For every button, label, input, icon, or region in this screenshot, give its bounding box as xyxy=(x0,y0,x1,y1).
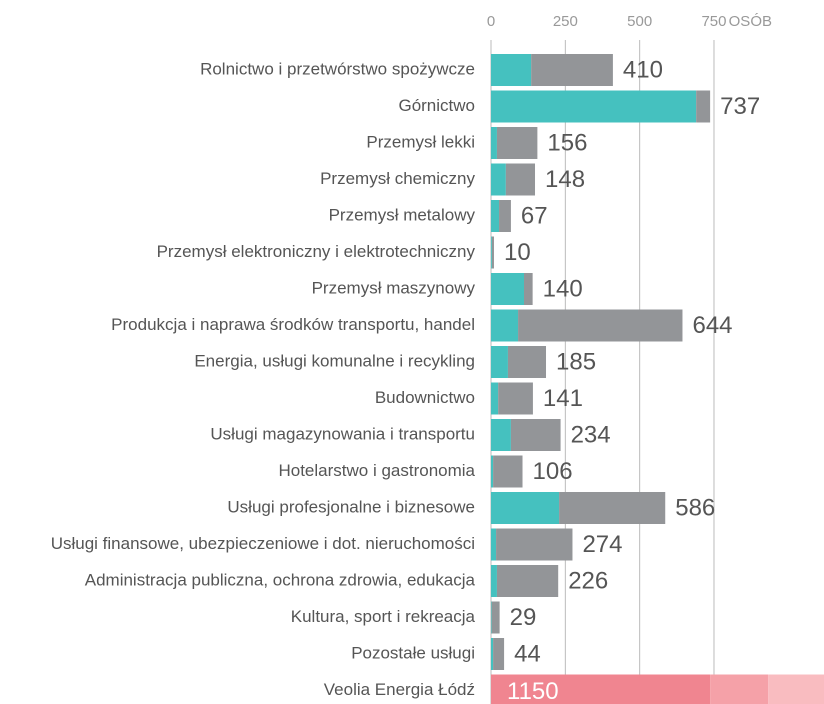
bar-segment xyxy=(491,236,492,269)
bar-segment xyxy=(491,163,506,196)
bar-segment xyxy=(491,638,494,670)
category-label: Górnictwo xyxy=(398,96,475,115)
category-label: Usługi profesjonalne i biznesowe xyxy=(227,497,475,516)
bar-segment xyxy=(710,674,769,704)
bar-segment xyxy=(491,273,525,305)
bar-segment xyxy=(491,309,519,342)
category-label: Rolnictwo i przetwórstwo spożywcze xyxy=(200,59,475,78)
value-label: 140 xyxy=(543,275,583,302)
bar-segment xyxy=(498,382,533,415)
bar-segment xyxy=(493,638,505,670)
category-label: Veolia Energia Łódź xyxy=(324,680,475,699)
bar-segment xyxy=(491,528,497,561)
value-label: 234 xyxy=(571,421,611,448)
category-label: Przemysł chemiczny xyxy=(320,169,475,188)
bar-segment xyxy=(496,127,538,159)
category-label: Przemysł metalowy xyxy=(329,205,476,224)
category-label: Przemysł maszynowy xyxy=(312,278,476,297)
value-label: 29 xyxy=(510,604,537,631)
x-tick-label: 0 xyxy=(487,13,495,30)
category-label: Administracja publiczna, ochrona zdrowia… xyxy=(85,570,476,589)
value-label: 44 xyxy=(514,640,541,667)
bar-segment xyxy=(491,601,500,634)
bar-segment xyxy=(507,346,547,378)
bar-segment xyxy=(491,565,497,597)
value-label: 141 xyxy=(543,385,583,412)
value-label: 67 xyxy=(521,202,548,229)
bar-segment xyxy=(491,236,494,269)
bar-segment xyxy=(505,163,536,196)
bar-segment xyxy=(518,309,683,342)
bar-segment xyxy=(491,674,711,704)
value-label: 226 xyxy=(568,567,608,594)
x-unit: OSÓB xyxy=(729,13,772,30)
category-label: Kultura, sport i rekreacja xyxy=(291,607,476,626)
bar-segment xyxy=(696,90,711,123)
value-label: 10 xyxy=(504,239,531,266)
category-label: Energia, usługi komunalne i recykling xyxy=(194,351,475,370)
bar-segment xyxy=(491,127,497,159)
value-label: 644 xyxy=(692,312,732,339)
x-tick-label: 750 xyxy=(701,13,726,30)
value-label: 586 xyxy=(675,494,715,521)
value-label: 1150 xyxy=(507,678,559,704)
bar-segment xyxy=(559,492,666,524)
bar-segment xyxy=(493,455,523,488)
category-label: Pozostałe usługi xyxy=(351,643,475,662)
value-label: 274 xyxy=(582,531,622,558)
bar-segment xyxy=(491,601,492,634)
bar-segment xyxy=(496,565,559,597)
bar-segment xyxy=(491,492,560,524)
value-label: 185 xyxy=(556,348,596,375)
bar-segment xyxy=(491,200,500,232)
value-label: 106 xyxy=(533,458,573,485)
bar-segment xyxy=(510,419,561,451)
bar-segment xyxy=(768,674,824,704)
bar-segment xyxy=(491,54,532,86)
x-tick-label: 250 xyxy=(553,13,578,30)
value-label: 156 xyxy=(547,129,587,156)
bar-segment xyxy=(496,528,573,561)
category-label: Budownictwo xyxy=(375,388,475,407)
bar-segment xyxy=(524,273,533,305)
bar-segment xyxy=(499,200,511,232)
bar-segment xyxy=(491,382,499,415)
category-label: Przemysł elektroniczny i elektrotechnicz… xyxy=(157,242,476,261)
bar-segment xyxy=(491,90,697,123)
bar-segment xyxy=(491,346,508,378)
bar-segment xyxy=(491,455,494,488)
category-label: Usługi finansowe, ubezpieczeniowe i dot.… xyxy=(51,534,475,553)
x-tick-label: 500 xyxy=(627,13,652,30)
category-label: Produkcja i naprawa środków transportu, … xyxy=(111,315,475,334)
bar-segment xyxy=(531,54,613,86)
value-label: 737 xyxy=(720,93,760,120)
value-label: 410 xyxy=(623,56,663,83)
category-label: Przemysł lekki xyxy=(366,132,475,151)
category-label: Usługi magazynowania i transportu xyxy=(210,424,475,443)
bar-segment xyxy=(491,419,511,451)
category-label: Hotelarstwo i gastronomia xyxy=(278,461,475,480)
value-label: 148 xyxy=(545,166,585,193)
